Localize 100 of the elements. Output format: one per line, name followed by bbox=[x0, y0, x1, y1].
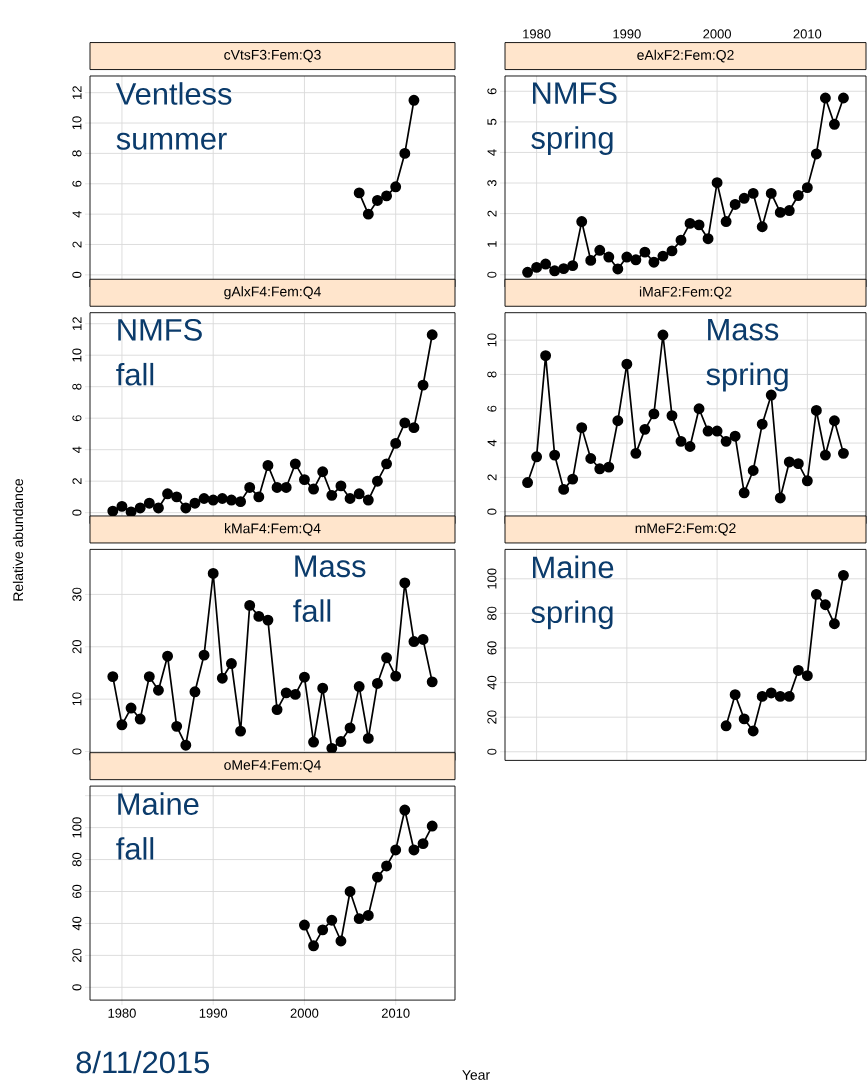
point bbox=[756, 690, 768, 702]
y-tick-label: 80 bbox=[487, 606, 497, 621]
point bbox=[792, 458, 804, 470]
point bbox=[116, 500, 128, 512]
point bbox=[235, 725, 247, 737]
y-tick-label: 4 bbox=[487, 149, 497, 156]
point bbox=[738, 487, 750, 499]
point bbox=[549, 449, 561, 461]
point bbox=[810, 588, 822, 600]
y-tick-label: 2 bbox=[72, 241, 82, 248]
point bbox=[792, 190, 804, 202]
point bbox=[612, 415, 624, 427]
point bbox=[353, 488, 365, 500]
point bbox=[792, 665, 804, 676]
x-tick-label: 1980 bbox=[523, 29, 551, 39]
point bbox=[317, 924, 329, 936]
point bbox=[408, 636, 420, 647]
point bbox=[621, 358, 633, 370]
y-tick-label: 0 bbox=[487, 748, 497, 755]
y-tick-label: 60 bbox=[487, 641, 497, 655]
point bbox=[819, 449, 831, 461]
point bbox=[648, 408, 660, 420]
y-tick-label: 6 bbox=[72, 180, 82, 187]
point bbox=[399, 577, 411, 589]
point bbox=[738, 192, 750, 204]
point bbox=[298, 474, 310, 486]
point bbox=[838, 447, 849, 459]
point bbox=[362, 494, 374, 506]
point bbox=[838, 92, 849, 104]
chart-title: iMaF2:Fem:Q2 bbox=[639, 286, 732, 300]
y-tick-label: 6 bbox=[72, 415, 82, 422]
point bbox=[171, 720, 183, 732]
point bbox=[417, 379, 429, 391]
point bbox=[344, 493, 356, 504]
point bbox=[317, 466, 329, 478]
point bbox=[810, 405, 822, 416]
y-tick-label: 10 bbox=[72, 116, 82, 130]
point bbox=[585, 254, 597, 266]
annotation: Maine spring bbox=[531, 555, 614, 630]
annotation: NMFS fall bbox=[116, 318, 202, 386]
point bbox=[189, 497, 201, 509]
y-tick-label: 100 bbox=[72, 817, 82, 838]
point bbox=[747, 725, 759, 737]
chart-title: cVtsF3:Fem:Q3 bbox=[224, 49, 321, 63]
annotation: Mass fall bbox=[293, 555, 366, 622]
point bbox=[353, 681, 365, 693]
point bbox=[399, 147, 411, 159]
text: 8/11/2015 bbox=[76, 1050, 209, 1074]
point bbox=[244, 482, 256, 493]
y-tick-label: 6 bbox=[487, 405, 497, 412]
point bbox=[116, 719, 128, 731]
y-tick-label: 20 bbox=[487, 710, 497, 724]
point bbox=[371, 677, 383, 689]
point bbox=[756, 221, 768, 233]
point bbox=[390, 181, 402, 193]
point bbox=[107, 505, 119, 517]
point bbox=[207, 494, 219, 506]
point bbox=[675, 234, 687, 246]
point bbox=[381, 190, 393, 202]
y-tick-label: 40 bbox=[487, 675, 497, 690]
point bbox=[353, 187, 365, 199]
point bbox=[657, 329, 669, 341]
point bbox=[271, 482, 283, 493]
point bbox=[810, 148, 822, 160]
point bbox=[408, 844, 420, 856]
point bbox=[381, 860, 393, 872]
y-tick-label: 12 bbox=[72, 317, 82, 330]
point bbox=[399, 417, 411, 429]
point bbox=[783, 690, 795, 702]
point bbox=[381, 652, 393, 664]
point bbox=[152, 684, 164, 696]
point bbox=[603, 461, 615, 473]
y-tick-label: 3 bbox=[487, 179, 497, 187]
point bbox=[738, 713, 750, 725]
point bbox=[426, 820, 438, 832]
y-tick-label: 8 bbox=[487, 371, 497, 378]
point bbox=[244, 599, 256, 611]
annotation: Maine fall bbox=[116, 792, 199, 860]
point bbox=[426, 329, 438, 341]
point bbox=[522, 266, 534, 278]
point bbox=[765, 687, 777, 699]
y-tick-label: 8 bbox=[72, 383, 82, 390]
point bbox=[390, 670, 402, 682]
point bbox=[289, 458, 301, 470]
point bbox=[371, 475, 383, 487]
point bbox=[765, 187, 777, 199]
point bbox=[702, 425, 714, 437]
point bbox=[326, 914, 338, 926]
point bbox=[207, 568, 219, 579]
point bbox=[666, 245, 678, 257]
chart-title: gAlxF4:Fem:Q4 bbox=[224, 286, 321, 300]
point bbox=[639, 246, 651, 258]
y-tick-label: 2 bbox=[72, 478, 82, 485]
point bbox=[371, 195, 383, 206]
point bbox=[531, 451, 543, 463]
point bbox=[540, 350, 552, 362]
y-tick-label: 12 bbox=[72, 86, 82, 99]
y-tick-label: 1 bbox=[487, 241, 497, 247]
point bbox=[399, 804, 411, 816]
point bbox=[774, 492, 786, 504]
